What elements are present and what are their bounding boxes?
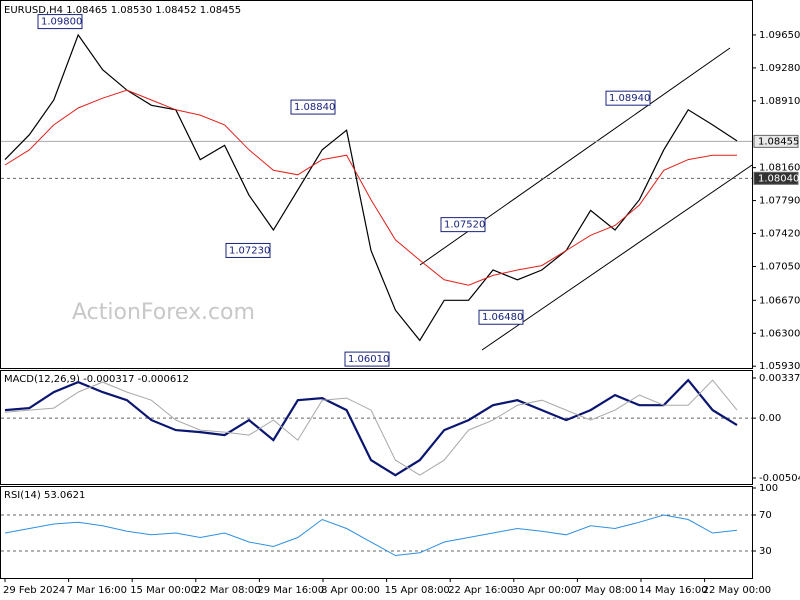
x-tick-label: 7 Mar 16:00 (67, 585, 127, 596)
y-tick-label: 1.08160 (759, 163, 800, 174)
x-tick-label: 29 Feb 2024 (3, 585, 65, 596)
y-tick-label: 1.06670 (759, 295, 800, 306)
macd-pane (0, 370, 753, 485)
signal-line (4, 379, 738, 476)
y-tick-label: 30 (759, 546, 772, 557)
rsi-line (4, 514, 738, 557)
x-tick-label: 22 Mar 08:00 (194, 585, 261, 596)
y-tick-label: 1.06300 (759, 328, 800, 339)
price-label-box (753, 171, 799, 185)
y-tick-label: 1.09650 (759, 30, 800, 41)
annotation-label: 1.06010 (348, 354, 389, 365)
annotation-box (344, 351, 390, 367)
y-tick-label: 70 (759, 510, 772, 521)
x-tick-label: 15 Mar 00:00 (130, 585, 197, 596)
annotation-box (225, 242, 271, 258)
annotation-label: 1.09800 (41, 17, 82, 28)
annotation-box (478, 309, 524, 325)
annotation-label: 1.08940 (609, 93, 650, 104)
y-tick-label: 1.09280 (759, 63, 800, 74)
watermark: ActionForex.com (72, 300, 255, 325)
price-label: 1.08455 (758, 136, 799, 147)
x-tick-label: 22 Apr 16:00 (448, 585, 513, 596)
y-tick-label: 1.08910 (759, 96, 800, 107)
y-tick-label: 1.07420 (759, 229, 800, 240)
price-label-box (753, 134, 799, 148)
y-tick-label: 0.00 (759, 413, 781, 424)
y-tick-label: 1.07050 (759, 261, 800, 272)
x-tick-label: 15 Apr 08:00 (385, 585, 450, 596)
macd-line (4, 378, 738, 477)
y-tick-label: -0.00504 (759, 473, 800, 484)
annotation-box (605, 90, 651, 106)
annotation-label: 1.06480 (482, 312, 523, 323)
y-tick-label: 1.07790 (759, 196, 800, 207)
annotation-box (440, 217, 486, 233)
annotation-label: 1.08840 (294, 102, 335, 113)
rsi-header: RSI(14) 53.0621 (4, 490, 85, 501)
annotation-box (290, 99, 336, 115)
price-pane (0, 0, 753, 369)
moving-average (4, 89, 737, 286)
macd-header: MACD(12,26,9) -0.000317 -0.000612 (4, 374, 189, 385)
annotation-box (37, 14, 83, 30)
y-tick-label: 0.003375 (759, 373, 800, 384)
channel-upper (419, 47, 731, 266)
x-tick-label: 22 May 00:00 (703, 585, 772, 596)
annotation-label: 1.07230 (229, 245, 270, 256)
x-tick-label: 30 Apr 00:00 (512, 585, 577, 596)
annotation-label: 1.07520 (444, 220, 485, 231)
x-tick-label: 7 May 08:00 (575, 585, 637, 596)
rsi-pane (0, 486, 753, 579)
y-tick-label: 100 (759, 483, 778, 494)
x-tick-label: 29 Mar 16:00 (257, 585, 324, 596)
channel-lower (481, 164, 753, 351)
y-tick-label: 1.05930 (759, 361, 800, 372)
price-label: 1.08040 (758, 173, 799, 184)
x-tick-label: 8 Apr 00:00 (321, 585, 380, 596)
price-header: EURUSD,H4 1.08465 1.08530 1.08452 1.0845… (4, 5, 241, 16)
price-line (4, 33, 738, 342)
x-tick-label: 14 May 16:00 (639, 585, 708, 596)
